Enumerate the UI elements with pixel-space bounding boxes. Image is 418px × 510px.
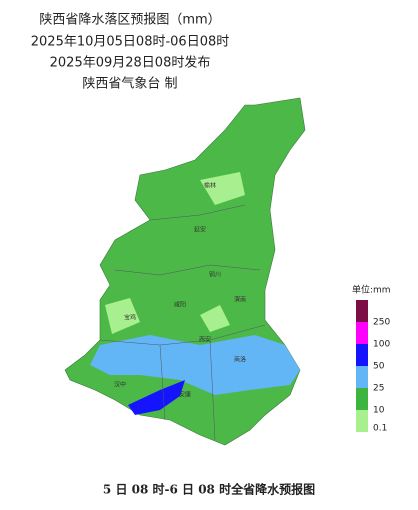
city-label: 咸阳 <box>174 301 186 309</box>
legend-swatch <box>356 388 368 410</box>
legend-swatch <box>356 344 368 366</box>
issuer: 陕西省气象台 制 <box>82 76 177 92</box>
district-border <box>99 204 266 441</box>
city-label: 延安 <box>194 226 206 234</box>
legend-label: 0.1 <box>373 424 387 434</box>
legend-swatch <box>356 410 368 432</box>
issued: 2025年09月28日08时发布 <box>50 55 211 71</box>
period: 2025年10月05日08时-06日08时 <box>31 35 230 50</box>
city-label: 汉中 <box>114 381 126 389</box>
province-map <box>64 97 306 446</box>
legend-swatch <box>356 366 368 388</box>
legend-swatch <box>356 300 368 322</box>
city-label: 商洛 <box>234 356 246 364</box>
light-rain-area <box>200 305 230 332</box>
city-label: 铜川 <box>209 271 221 279</box>
legend-label: 250 <box>373 318 390 328</box>
legend: 250 100 50 25 10 0.1 <box>356 300 390 434</box>
legend-label: 10 <box>373 406 385 416</box>
light-rain-area <box>105 298 140 334</box>
title: 陕西省降水落区预报图（mm） <box>39 13 220 28</box>
city-label: 榆林 <box>204 182 216 190</box>
legend-label: 50 <box>373 362 385 372</box>
caption: 5 日 08 时-6 日 08 时全省降水预报图 <box>103 482 315 497</box>
light-rain-area <box>200 172 245 205</box>
legend-swatch <box>356 322 368 344</box>
moderate-rain-area <box>90 335 300 395</box>
city-label: 渭南 <box>234 296 246 304</box>
heavy-rain-area <box>128 380 185 415</box>
city-label: 宝鸡 <box>124 314 136 322</box>
city-label: 西安 <box>199 336 211 344</box>
legend-unit: 单位:mm <box>352 284 391 296</box>
city-label: 安康 <box>179 391 191 399</box>
legend-label: 25 <box>373 384 384 394</box>
legend-label: 100 <box>373 340 390 350</box>
